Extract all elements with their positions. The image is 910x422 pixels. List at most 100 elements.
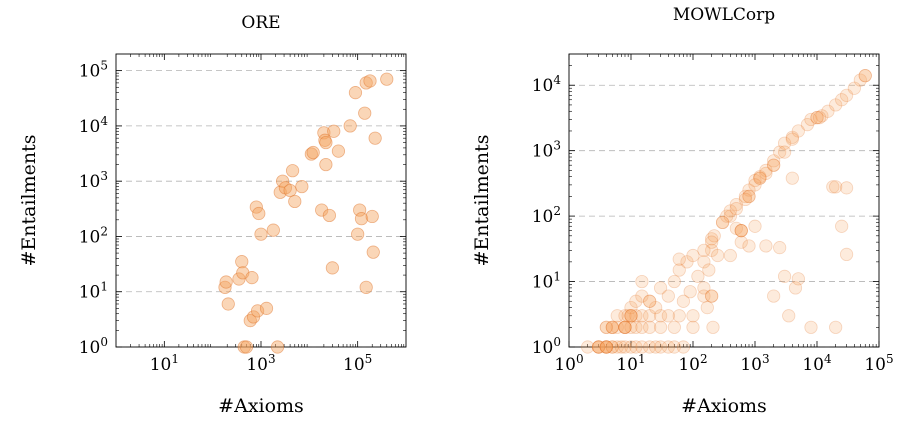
x-tick-label: 103 xyxy=(246,352,275,375)
data-point xyxy=(672,252,686,266)
data-point xyxy=(826,180,840,194)
data-point xyxy=(618,320,632,334)
data-point xyxy=(239,340,254,354)
data-point xyxy=(319,157,333,172)
data-point xyxy=(672,309,686,323)
x-tick-label: 103 xyxy=(740,352,769,375)
data-point xyxy=(759,239,773,253)
data-point xyxy=(753,171,767,185)
data-point xyxy=(804,112,818,127)
data-point xyxy=(729,197,743,212)
data-point xyxy=(618,340,632,354)
data-point xyxy=(325,261,339,275)
data-point xyxy=(705,289,719,303)
data-point xyxy=(707,229,721,243)
data-point xyxy=(618,320,632,334)
data-point xyxy=(327,124,341,138)
y-tick-label: 102 xyxy=(532,204,561,227)
data-point xyxy=(705,243,719,257)
data-point xyxy=(847,81,861,95)
data-point xyxy=(791,272,805,286)
data-point xyxy=(858,69,872,83)
data-point xyxy=(661,289,675,303)
data-point xyxy=(363,74,377,88)
data-point xyxy=(700,300,714,315)
data-point xyxy=(791,124,805,138)
data-point xyxy=(711,248,725,263)
data-point xyxy=(748,178,762,192)
data-point xyxy=(767,158,781,172)
data-point xyxy=(729,221,743,235)
data-point xyxy=(853,73,867,87)
data-point xyxy=(742,239,756,253)
x-axis-label: #Axioms xyxy=(218,395,304,417)
data-point xyxy=(605,320,619,334)
y-tick-label: 104 xyxy=(532,73,562,96)
data-point xyxy=(259,301,274,315)
data-point xyxy=(839,181,854,195)
data-point xyxy=(254,227,268,241)
data-point xyxy=(270,340,285,354)
data-point xyxy=(715,215,730,230)
data-point xyxy=(348,86,363,100)
data-point xyxy=(858,69,872,83)
data-point xyxy=(624,300,638,315)
data-point xyxy=(643,294,657,308)
data-point xyxy=(734,224,748,238)
data-point xyxy=(605,340,619,354)
data-point xyxy=(252,206,266,221)
data-point xyxy=(629,340,643,354)
data-point xyxy=(649,300,663,315)
data-point xyxy=(219,275,233,289)
data-point xyxy=(653,320,668,334)
data-point xyxy=(624,309,638,323)
data-point xyxy=(691,269,705,283)
data-point xyxy=(767,154,781,168)
data-point xyxy=(835,93,849,107)
data-point xyxy=(610,309,624,323)
data-point xyxy=(777,145,792,159)
data-point xyxy=(605,340,619,354)
x-tick-label: 102 xyxy=(678,352,707,375)
data-point xyxy=(773,145,787,159)
data-point xyxy=(742,189,756,204)
data-point xyxy=(322,208,336,223)
data-point xyxy=(599,340,613,354)
data-point xyxy=(618,309,632,323)
data-point xyxy=(697,281,711,295)
data-point xyxy=(720,209,734,223)
x-tick-label: 105 xyxy=(864,352,893,375)
chart-title: MOWLCorp xyxy=(673,5,775,25)
data-point xyxy=(315,203,329,217)
data-point xyxy=(359,280,373,294)
data-point xyxy=(618,320,632,334)
data-point xyxy=(804,320,818,334)
data-point xyxy=(643,294,657,308)
data-point xyxy=(788,281,803,295)
data-point xyxy=(773,241,787,255)
data-point xyxy=(715,215,730,230)
data-point xyxy=(635,289,649,303)
data-point xyxy=(738,189,752,204)
data-point xyxy=(738,192,752,207)
data-point xyxy=(676,294,690,308)
data-point xyxy=(672,263,686,277)
x-tick-label: 100 xyxy=(554,352,583,375)
y-tick-label: 101 xyxy=(532,270,561,293)
data-point xyxy=(358,106,372,120)
x-tick-label: 104 xyxy=(802,352,832,375)
data-point xyxy=(767,158,781,172)
data-point xyxy=(753,170,767,184)
data-point xyxy=(318,133,332,147)
data-point xyxy=(605,320,619,334)
data-point xyxy=(635,309,649,323)
data-point xyxy=(697,255,711,269)
data-point xyxy=(742,183,756,197)
data-point xyxy=(235,255,249,269)
data-point xyxy=(643,320,657,334)
data-point xyxy=(605,320,619,334)
data-point xyxy=(599,340,613,354)
data-point xyxy=(643,340,657,354)
data-point xyxy=(748,173,762,188)
